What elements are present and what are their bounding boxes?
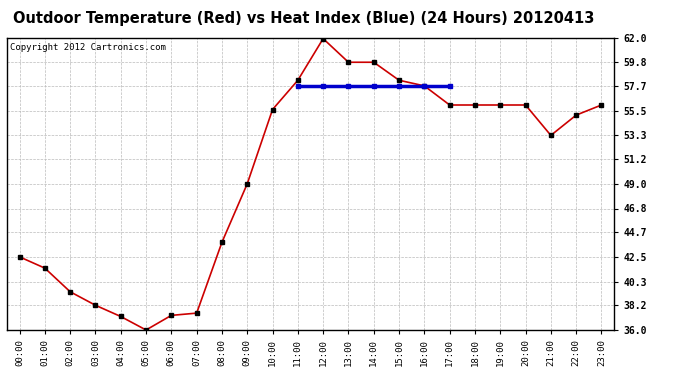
Text: Copyright 2012 Cartronics.com: Copyright 2012 Cartronics.com [10,44,166,52]
Text: Outdoor Temperature (Red) vs Heat Index (Blue) (24 Hours) 20120413: Outdoor Temperature (Red) vs Heat Index … [13,11,594,26]
